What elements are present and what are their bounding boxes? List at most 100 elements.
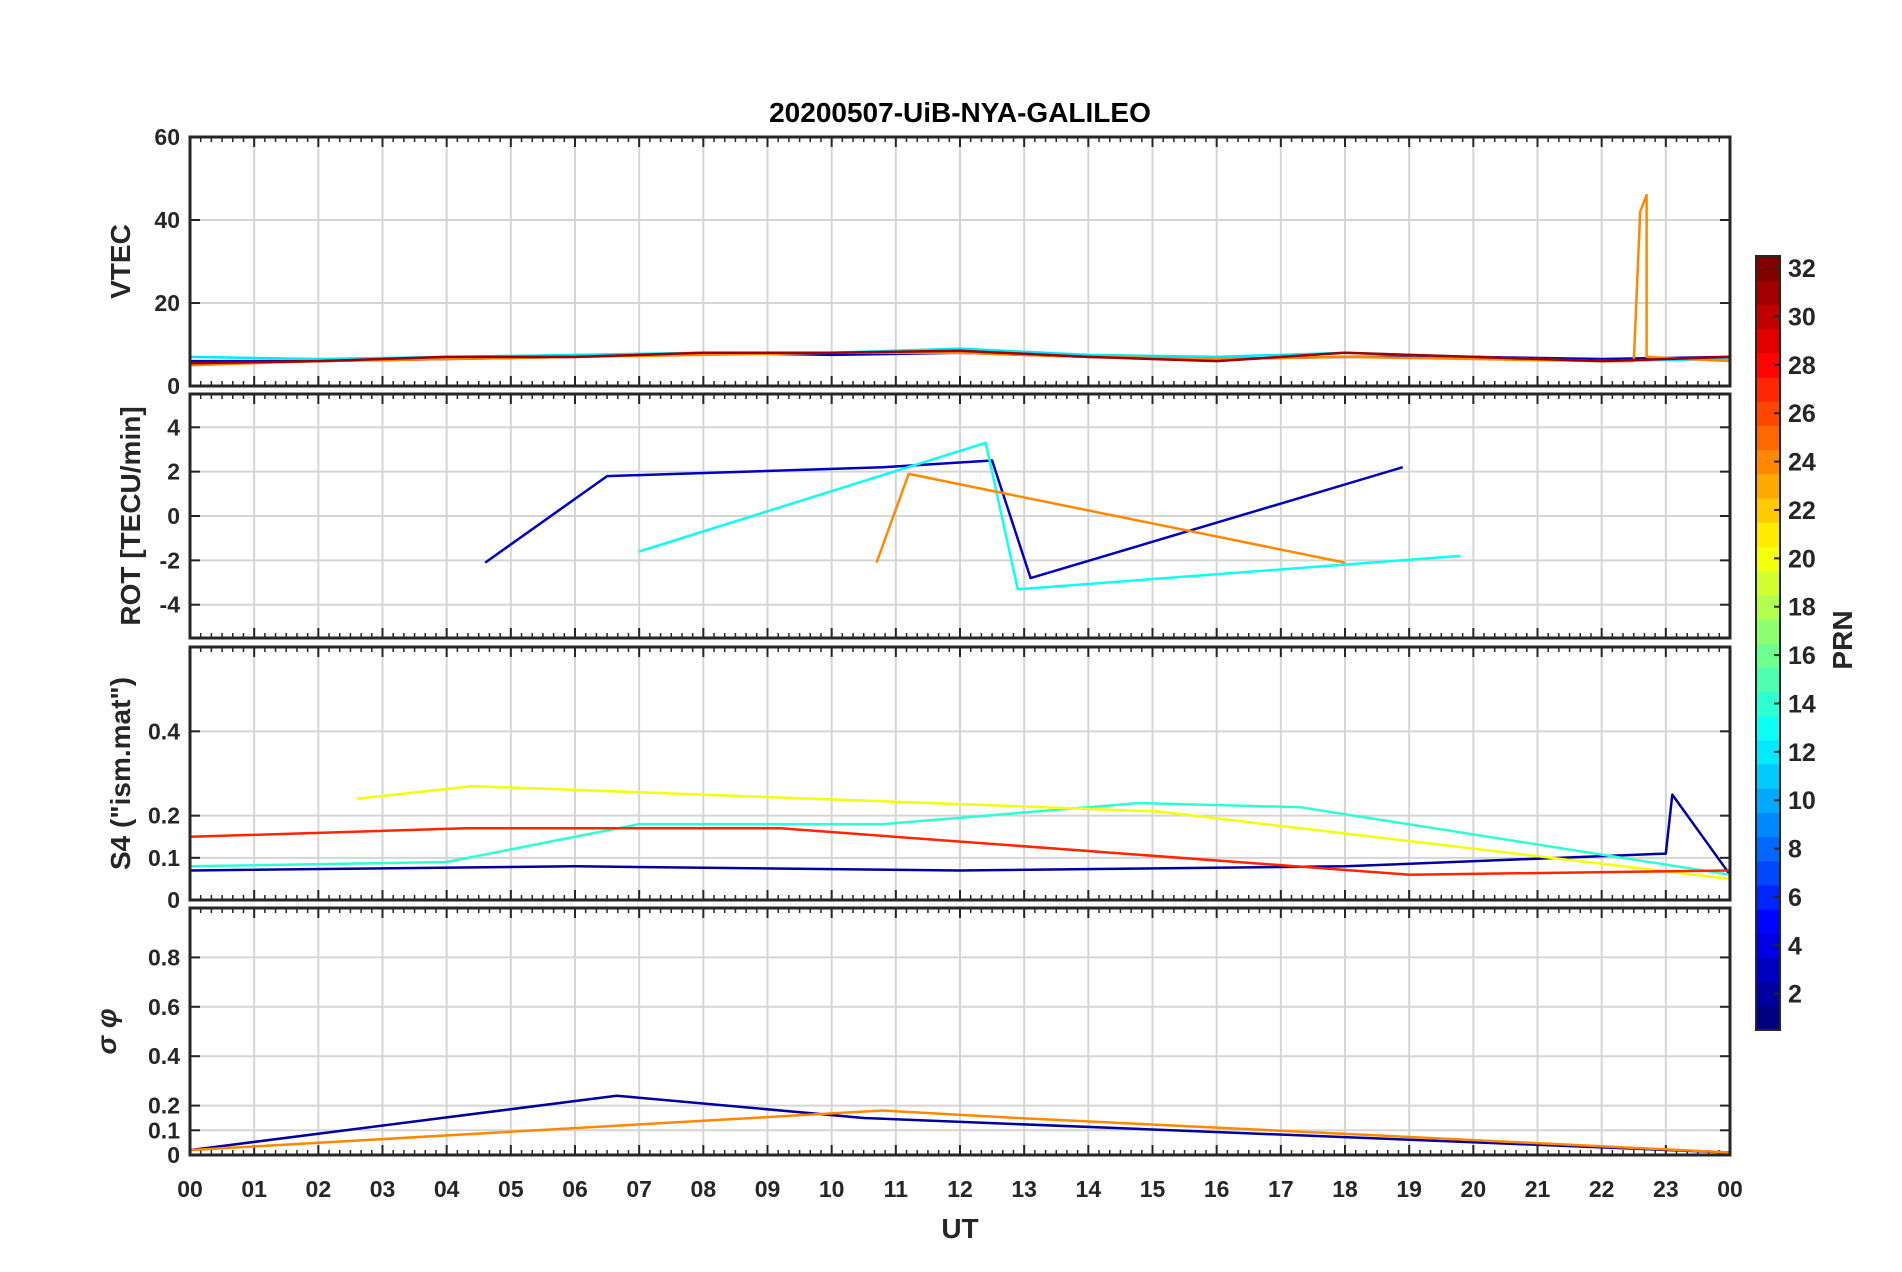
x-tick-label: 05 — [498, 1176, 524, 1202]
colorbar-tick-label: 24 — [1788, 449, 1816, 477]
series-line-prn-31 — [189, 349, 1731, 365]
series-line-prn-24 — [875, 472, 1346, 564]
y-tick-label: 0.4 — [148, 718, 180, 744]
series-line-prn-3 — [484, 459, 1404, 580]
colorbar-swatch — [1756, 1005, 1780, 1031]
y-axis-label: S4 ("ism.mat") — [105, 677, 136, 870]
x-tick-label: 00 — [1717, 1176, 1743, 1202]
x-tick-label: 16 — [1204, 1176, 1230, 1202]
colorbar-swatch — [1756, 618, 1780, 644]
colorbar-tick-label: 10 — [1788, 787, 1816, 815]
series-line-prn-27 — [189, 827, 1731, 876]
panel-sigma-phi: 00.10.2 0.4 0.6 0.8 σ φ 00 01 02 03 04 05 06 07 08 09 1… — [91, 906, 1743, 1202]
colorbar-swatch — [1756, 860, 1780, 886]
y-tick-label: -2 — [160, 547, 180, 573]
x-tick-label: 17 — [1268, 1176, 1294, 1202]
y-tick-label: 0.4 — [148, 1043, 180, 1069]
panel-s4: 0 0.1 0.2 0.4 S4 ("ism.mat") — [105, 645, 1732, 913]
colorbar-swatch — [1756, 328, 1780, 354]
y-axis-label: ROT [TECU/min] — [115, 406, 146, 625]
x-tick-label: 18 — [1332, 1176, 1358, 1202]
x-tick-label: 19 — [1396, 1176, 1422, 1202]
x-tick-label: 00 — [177, 1176, 203, 1202]
colorbar-swatch — [1756, 376, 1780, 402]
panel-rot: -4 -2 0 2 4 ROT [TECU/min] — [115, 392, 1732, 640]
series-line-prn-24 — [189, 1109, 1731, 1154]
colorbar-swatch — [1756, 473, 1780, 499]
x-tick-label: 14 — [1076, 1176, 1102, 1202]
y-tick-label: 60 — [154, 124, 180, 150]
colorbar-swatch — [1756, 667, 1780, 692]
y-tick-label: 40 — [154, 207, 180, 233]
y-tick-label: 0 — [167, 1142, 180, 1168]
series-line-prn-14 — [189, 801, 1731, 876]
colorbar-swatch — [1756, 280, 1780, 305]
colorbar-tick-label: 2 — [1788, 981, 1802, 1009]
colorbar-tick-label: 16 — [1788, 642, 1816, 670]
y-tick-label: 0 — [167, 503, 180, 529]
x-tick-label: 15 — [1140, 1176, 1166, 1202]
colorbar-tick-label: 28 — [1788, 352, 1816, 380]
x-tick-label: 20 — [1461, 1176, 1487, 1202]
x-tick-label: 22 — [1589, 1176, 1615, 1202]
y-tick-label: -4 — [160, 592, 181, 618]
y-tick-label: 4 — [167, 414, 180, 440]
y-tick-label: 0.1 — [148, 845, 180, 871]
x-tick-label: 11 — [884, 1176, 909, 1202]
colorbar-tick-label: 8 — [1788, 836, 1802, 864]
axes-box — [188, 906, 1732, 1157]
y-tick-label: 0.2 — [148, 803, 180, 829]
x-axis-label: UT — [941, 1213, 978, 1244]
colorbar-frame — [1755, 255, 1781, 1031]
colorbar-tick-label: 4 — [1788, 932, 1802, 960]
colorbar-tick-label: 6 — [1788, 884, 1802, 912]
y-tick-label: 0.8 — [148, 944, 180, 970]
x-tick-label: 12 — [947, 1176, 973, 1202]
y-tick-label: 20 — [154, 290, 180, 316]
colorbar-swatch — [1756, 570, 1780, 596]
colorbar-swatch — [1756, 812, 1780, 838]
colorbar-tick-label: 30 — [1788, 303, 1816, 331]
colorbar-tick-label: 32 — [1788, 255, 1816, 283]
series-line-prn-2 — [189, 793, 1732, 876]
colorbar-tick-label: 26 — [1788, 400, 1816, 428]
colorbar-swatch — [1756, 715, 1780, 741]
x-tick-label: 02 — [306, 1176, 332, 1202]
colorbar-swatch — [1756, 425, 1780, 451]
x-tick-label: 13 — [1011, 1176, 1037, 1202]
y-tick-label: 0 — [167, 373, 180, 399]
y-tick-label: 0 — [167, 887, 180, 913]
colorbar-tick-label: 22 — [1788, 497, 1816, 525]
colorbar-swatch — [1756, 522, 1780, 547]
y-tick-label: 2 — [167, 459, 180, 485]
colorbar-swatch — [1756, 957, 1780, 983]
colorbar-tick-label: 12 — [1788, 739, 1816, 767]
colorbar-tick-label: 14 — [1788, 690, 1816, 718]
colorbar-swatch — [1756, 909, 1780, 934]
colorbar-swatch — [1756, 763, 1780, 789]
x-tick-label: 23 — [1653, 1176, 1679, 1202]
y-axis-label: VTEC — [105, 224, 136, 299]
colorbar-label: PRN — [1827, 610, 1858, 669]
colorbar-tick-label: 18 — [1788, 594, 1816, 622]
y-tick-label: 0.6 — [148, 994, 180, 1020]
y-tick-label: 0.2 — [148, 1093, 180, 1119]
x-tick-label: 10 — [819, 1176, 845, 1202]
x-tick-label: 06 — [562, 1176, 588, 1202]
series-line-prn-13 — [638, 441, 1461, 591]
x-tick-label: 09 — [755, 1176, 781, 1202]
axes-box — [188, 645, 1732, 902]
x-tick-label: 07 — [626, 1176, 652, 1202]
axes-box — [188, 135, 1732, 388]
chart-title: 20200507-UiB-NYA-GALILEO — [769, 97, 1151, 128]
series-line-prn-2 — [189, 1094, 1731, 1154]
y-tick-label: 0.1 — [148, 1117, 180, 1143]
x-tick-label: 01 — [241, 1176, 267, 1202]
x-tick-label: 21 — [1525, 1176, 1551, 1202]
x-tick-label: 04 — [434, 1176, 460, 1202]
panel-vtec: 0 20 40 60 VTEC — [105, 124, 1732, 399]
x-tick-label: 08 — [691, 1176, 717, 1202]
y-axis-label: σ φ — [91, 1008, 122, 1054]
